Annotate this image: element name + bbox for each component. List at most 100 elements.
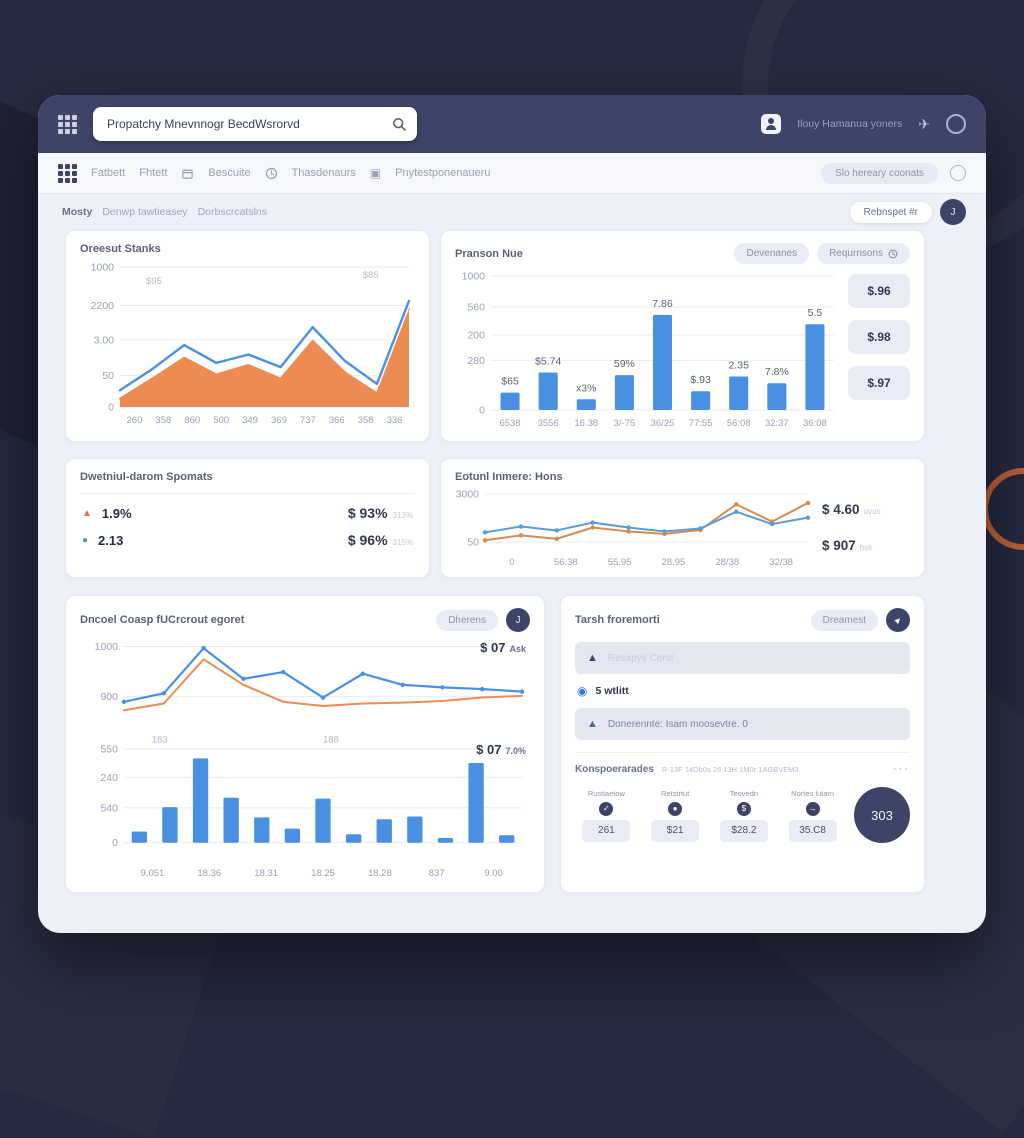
svg-text:9.051: 9.051 (141, 868, 165, 879)
app-logo-icon[interactable] (58, 115, 77, 134)
svg-text:188: 188 (323, 734, 339, 745)
earnings-side-stats: $ 4.60 uvus $ 907 bsk (822, 485, 910, 569)
svg-text:77:55: 77:55 (689, 418, 713, 429)
nav-filter-pill[interactable]: Slo hereary coonats (821, 163, 938, 184)
metric-sub: 313% (393, 511, 413, 520)
account-card: Dncoel Coasp fUCrcrout egoret Dherens J … (65, 595, 545, 893)
svg-text:$5.74: $5.74 (535, 355, 561, 367)
tasks-footer: Konspoerarades R-13F 14Db0s 26 13H 1M0r … (575, 763, 910, 775)
svg-text:540: 540 (100, 802, 118, 814)
svg-text:6538: 6538 (499, 418, 520, 429)
svg-text:18.36: 18.36 (197, 868, 221, 879)
stat-pill[interactable]: $.97 (848, 366, 910, 400)
stat-col: Retstrtut ● $21 (644, 789, 707, 842)
tasks-stats: Rustiaetow ✓ 261 Retstrtut ● $21 Teovedn… (575, 787, 910, 843)
svg-text:3.00: 3.00 (94, 334, 115, 346)
svg-text:x3%: x3% (576, 382, 596, 394)
search-bar[interactable]: Propatchy Mnevnnogr BecdWsrorvd (93, 107, 417, 141)
metric-value: 1.9% (102, 506, 132, 521)
svg-text:500: 500 (213, 415, 229, 426)
nav-item-2[interactable]: Fhtett (139, 167, 167, 179)
stat-col: Rustiaetow ✓ 261 (575, 789, 638, 842)
search-icon[interactable] (392, 117, 407, 132)
avatar[interactable]: J (940, 199, 966, 225)
card-title: Dwetniul-darom Spomats (80, 471, 415, 483)
total-badge[interactable]: 303 (854, 787, 910, 843)
metric-row: ▲ 1.9% $ 93% 313% (80, 494, 415, 521)
svg-text:0: 0 (112, 837, 118, 849)
svg-text:18.31: 18.31 (254, 868, 278, 879)
alert-text: Resapys Cerst (608, 653, 674, 664)
panel-icon: ▣ (370, 166, 381, 180)
nav-bar: Fatbett Fhtett Bescuite Thasdenaurs ▣ Pn… (38, 153, 986, 194)
apps-menu-icon[interactable] (58, 164, 77, 183)
svg-text:7.8%: 7.8% (765, 366, 789, 378)
svg-text:0: 0 (479, 405, 485, 417)
stat-col: Teovedn $ $28.2 (713, 789, 776, 842)
stat-icon: ✓ (599, 802, 613, 816)
nav-item-1[interactable]: Fatbett (91, 167, 125, 179)
svg-text:$85: $85 (363, 270, 379, 281)
stat-value[interactable]: 261 (582, 820, 630, 842)
stat-amount: $ 4.60 (822, 502, 860, 517)
svg-text:56:08: 56:08 (727, 418, 751, 429)
tasks-filter-button[interactable]: Dreamest (811, 610, 878, 631)
svg-text:183: 183 (152, 734, 168, 745)
svg-text:260: 260 (127, 415, 143, 426)
breadcrumb: Mosty Denwp tawtieasey Dorbscrcatslns Re… (62, 199, 966, 225)
breadcrumb-actions: Rebnspet #r J (850, 199, 966, 225)
svg-text:7.86: 7.86 (652, 298, 673, 310)
svg-text:50: 50 (467, 537, 479, 549)
svg-text:369: 369 (271, 415, 287, 426)
task-item[interactable]: ◉ 5 wtlitt (577, 684, 908, 698)
avatar-ring[interactable] (946, 114, 966, 134)
stat-pill[interactable]: $.96 (848, 274, 910, 308)
svg-text:5.5: 5.5 (808, 307, 823, 319)
breadcrumb-item[interactable]: Mosty (62, 206, 92, 218)
pin-button[interactable]: ▲ (886, 608, 910, 632)
svg-text:349: 349 (242, 415, 258, 426)
top-header: Propatchy Mnevnnogr BecdWsrorvd Ilouy Ha… (38, 95, 986, 153)
svg-text:28/38: 28/38 (715, 557, 739, 568)
alert-item[interactable]: ▲ Donerennte: Isam moosevtre. 0 (575, 708, 910, 740)
nav-toggle-circle[interactable] (950, 165, 966, 181)
breadcrumb-item[interactable]: Dorbscrcatslns (198, 206, 267, 218)
stat-value[interactable]: $28.2 (720, 820, 768, 842)
nav-item-5[interactable]: Pnytestponenaueru (395, 167, 490, 179)
alert-triangle-icon: ▲ (587, 718, 598, 730)
stat-pill[interactable]: $.98 (848, 320, 910, 354)
metrics-card: Dwetniul-darom Spomats ▲ 1.9% $ 93% 313%… (65, 458, 430, 578)
search-input[interactable]: Propatchy Mnevnnogr BecdWsrorvd (107, 117, 300, 131)
stat-icon: $ (737, 802, 751, 816)
stat-value[interactable]: $21 (651, 820, 699, 842)
svg-text:16.38: 16.38 (574, 418, 598, 429)
svg-text:2.35: 2.35 (729, 360, 750, 372)
revenue-filter-button[interactable]: Devenanes (734, 243, 809, 264)
svg-text:59%: 59% (614, 358, 635, 370)
send-icon[interactable]: ✈ (918, 116, 930, 133)
svg-text:200: 200 (467, 329, 485, 341)
svg-text:36/25: 36/25 (651, 418, 675, 429)
revenue-period-button[interactable]: Requrnsons (817, 243, 910, 264)
svg-text:2200: 2200 (91, 300, 115, 312)
nav-item-4[interactable]: Thasdenaurs (292, 167, 356, 179)
user-badge-icon[interactable] (761, 114, 781, 134)
stat-value[interactable]: 35.C8 (789, 820, 837, 842)
stat-col: Nortes lutarn → 35.C8 (781, 789, 844, 842)
folder-icon (181, 167, 194, 180)
svg-text:3556: 3556 (538, 418, 559, 429)
more-menu-icon[interactable]: ··· (893, 763, 910, 775)
account-filter-button[interactable]: Dherens (436, 610, 498, 631)
svg-text:1000: 1000 (91, 262, 115, 274)
nav-item-3[interactable]: Bescuite (208, 167, 250, 179)
report-button[interactable]: Rebnspet #r (850, 202, 932, 223)
alert-item[interactable]: ▲ Resapys Cerst (575, 642, 910, 674)
avatar[interactable]: J (506, 608, 530, 632)
svg-text:3/-75: 3/-75 (614, 418, 636, 429)
stat-sub: uvus (864, 507, 881, 516)
breadcrumb-item[interactable]: Denwp tawtieasey (102, 206, 187, 218)
clock-icon (888, 249, 898, 259)
